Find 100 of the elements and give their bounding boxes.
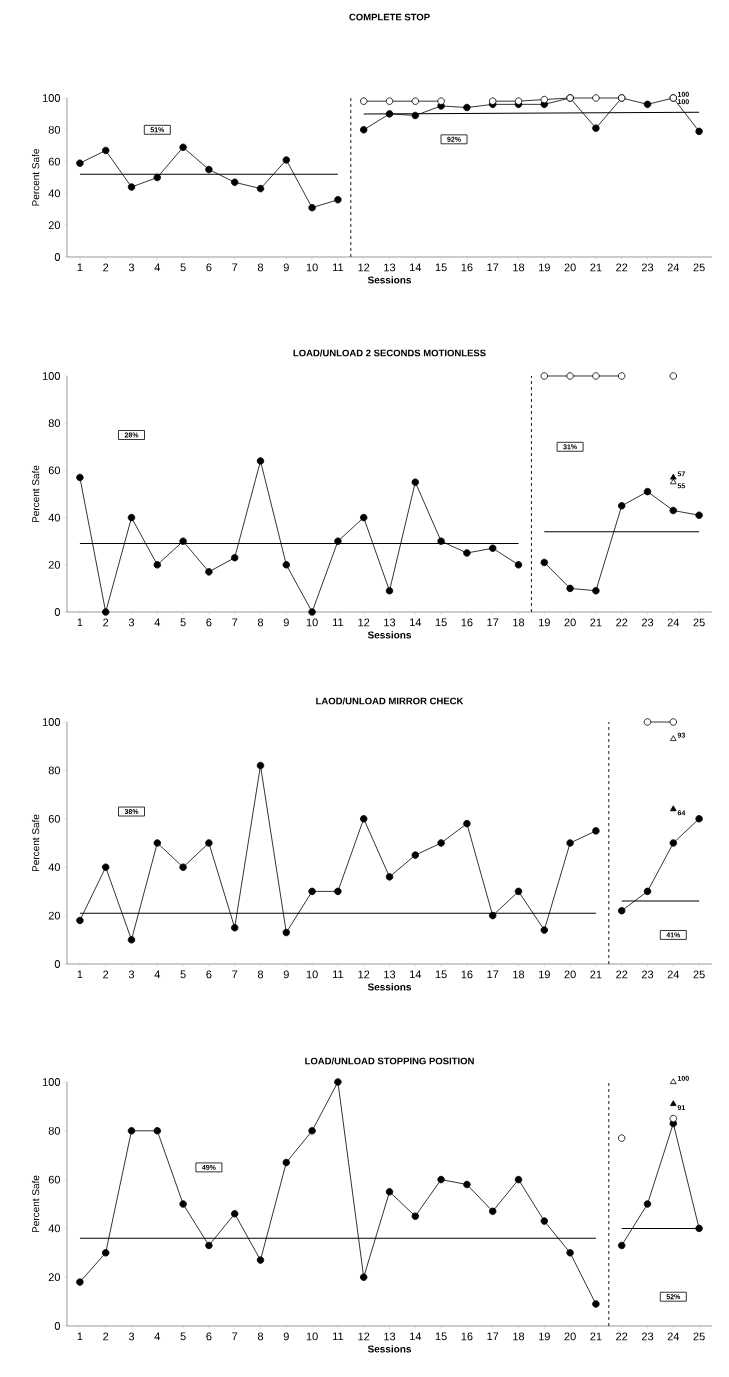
x-axis-title: Sessions: [367, 276, 412, 284]
x-tick-label: 25: [693, 1332, 705, 1341]
y-tick-label: 100: [42, 718, 61, 726]
x-tick-label: 19: [539, 263, 550, 272]
x-tick-label: 24: [667, 618, 680, 627]
y-tick-label: 60: [48, 1175, 61, 1184]
x-tick-label: 10: [306, 618, 318, 627]
chart-title: COMPLETE STOP: [349, 13, 430, 21]
x-tick-label: 25: [693, 618, 705, 627]
x-tick-label: 20: [564, 263, 576, 272]
x-tick-label: 15: [435, 970, 447, 979]
x-tick-label: 22: [616, 970, 628, 979]
x-tick-label: 16: [461, 263, 473, 272]
x-tick-label: 7: [232, 618, 238, 627]
x-tick-label: 7: [232, 970, 238, 979]
x-tick-label: 25: [693, 970, 705, 979]
x-tick-label: 2: [103, 970, 109, 979]
x-tick-label: 18: [513, 618, 525, 627]
x-tick-label: 2: [103, 1332, 109, 1341]
x-tick-label: 11: [333, 970, 344, 979]
x-tick-label: 11: [333, 1332, 344, 1341]
x-tick-label: 23: [641, 970, 654, 979]
x-tick-label: 1: [77, 263, 83, 272]
x-tick-label: 10: [306, 263, 318, 272]
x-tick-label: 3: [128, 263, 135, 272]
x-tick-label: 5: [180, 970, 186, 979]
x-tick-label: 23: [641, 1332, 654, 1341]
x-axis-title: Sessions: [367, 1345, 412, 1353]
x-tick-label: 14: [410, 970, 422, 979]
y-tick-label: 100: [42, 94, 61, 102]
x-tick-label: 12: [358, 1332, 370, 1341]
y-tick-label: 20: [48, 221, 61, 230]
x-tick-label: 20: [564, 1332, 576, 1341]
x-tick-label: 14: [410, 1332, 422, 1341]
y-tick-label: 0: [54, 253, 61, 261]
y-axis-title: Percent Safe: [31, 149, 40, 206]
x-tick-label: 21: [590, 263, 602, 272]
x-axis-title: Sessions: [367, 983, 412, 991]
y-tick-label: 40: [48, 1224, 61, 1233]
y-tick-label: 20: [48, 560, 61, 569]
y-tick-label: 60: [48, 814, 61, 823]
x-tick-label: 24: [667, 263, 680, 272]
x-tick-label: 6: [206, 618, 212, 627]
x-tick-label: 16: [461, 970, 473, 979]
x-tick-label: 13: [384, 263, 396, 272]
y-tick-label: 40: [48, 863, 61, 872]
x-tick-label: 8: [257, 970, 264, 979]
chart-title: LOAD/UNLOAD STOPPING POSITION: [305, 1057, 474, 1065]
x-tick-label: 6: [206, 970, 212, 979]
x-tick-label: 6: [206, 263, 212, 272]
y-tick-label: 80: [48, 1126, 61, 1135]
x-tick-label: 5: [180, 263, 186, 272]
x-tick-label: 11: [333, 263, 344, 272]
x-tick-label: 1: [77, 1332, 83, 1341]
x-tick-label: 13: [384, 618, 396, 627]
chart-title: LAOD/UNLOAD MIRROR CHECK: [316, 697, 464, 705]
x-tick-label: 13: [384, 970, 396, 979]
x-tick-label: 12: [358, 970, 370, 979]
x-tick-label: 17: [487, 263, 499, 272]
y-tick-label: 40: [48, 189, 61, 198]
y-tick-label: 20: [48, 911, 61, 920]
y-tick-label: 0: [54, 608, 61, 616]
x-tick-label: 5: [180, 1332, 186, 1341]
x-tick-label: 18: [513, 1332, 525, 1341]
y-tick-label: 80: [48, 125, 61, 134]
x-tick-label: 18: [513, 970, 525, 979]
x-tick-label: 1: [77, 618, 83, 627]
x-tick-label: 8: [257, 1332, 264, 1341]
x-tick-label: 6: [206, 1332, 212, 1341]
x-tick-label: 12: [358, 618, 370, 627]
x-tick-label: 13: [384, 1332, 396, 1341]
x-tick-label: 10: [306, 1332, 318, 1341]
x-tick-label: 9: [283, 1332, 289, 1341]
x-tick-label: 21: [590, 618, 602, 627]
x-tick-label: 2: [103, 618, 109, 627]
x-tick-label: 14: [410, 618, 422, 627]
y-tick-label: 100: [42, 372, 61, 380]
x-tick-label: 8: [257, 263, 264, 272]
x-tick-label: 4: [154, 970, 161, 979]
x-tick-label: 3: [128, 1332, 135, 1341]
x-tick-label: 17: [487, 618, 499, 627]
x-tick-label: 20: [564, 618, 576, 627]
x-tick-label: 17: [487, 970, 499, 979]
y-tick-label: 20: [48, 1273, 61, 1282]
y-axis-title: Percent Safe: [31, 814, 40, 872]
x-tick-label: 16: [461, 618, 473, 627]
y-tick-label: 60: [48, 157, 61, 166]
x-tick-label: 17: [487, 1332, 499, 1341]
x-tick-label: 7: [232, 263, 238, 272]
y-tick-label: 0: [54, 960, 61, 968]
x-tick-label: 11: [333, 618, 344, 627]
x-tick-label: 19: [539, 618, 550, 627]
x-tick-label: 15: [435, 1332, 447, 1341]
x-axis-title: Sessions: [367, 631, 412, 639]
y-tick-label: 100: [42, 1078, 61, 1086]
x-tick-label: 8: [257, 618, 264, 627]
x-tick-label: 23: [641, 263, 654, 272]
x-tick-label: 4: [154, 1332, 161, 1341]
x-tick-label: 25: [693, 263, 705, 272]
x-tick-label: 9: [283, 618, 289, 627]
